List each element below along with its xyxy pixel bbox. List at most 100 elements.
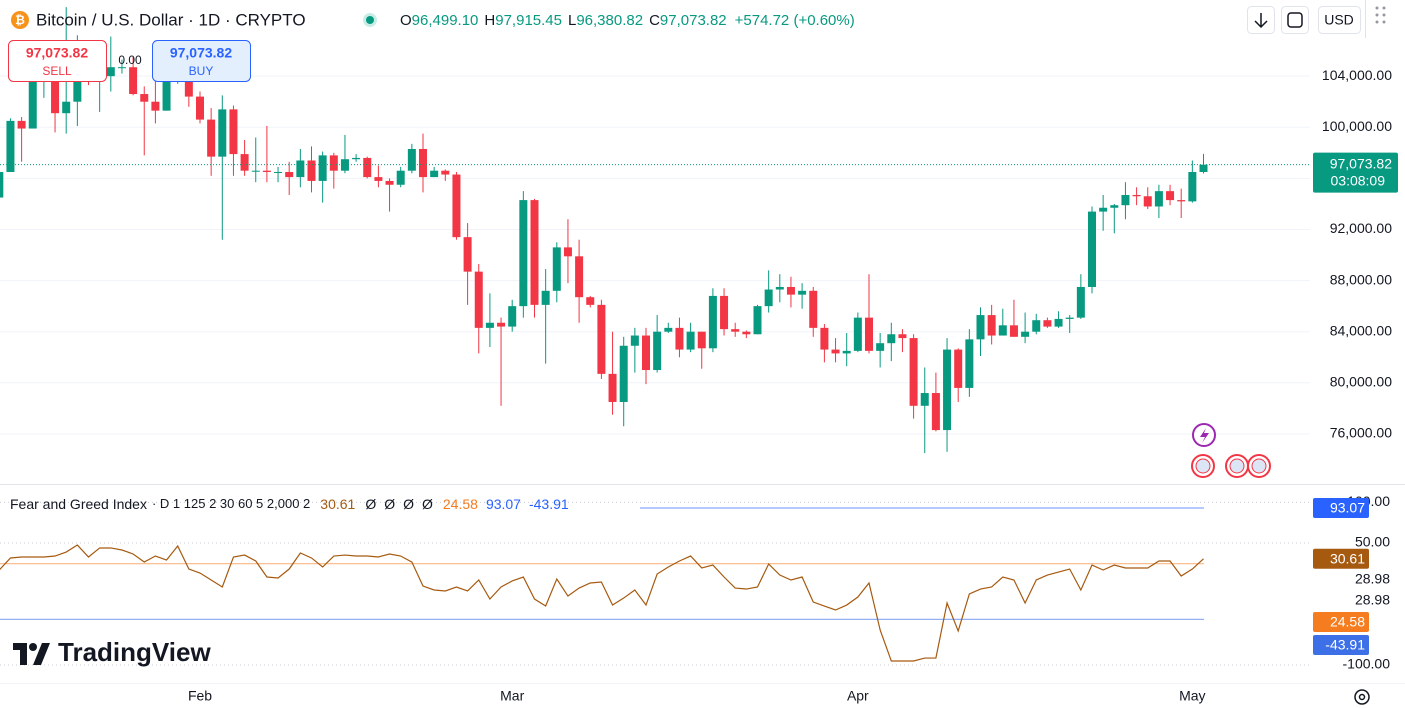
value-tag <box>1313 612 1369 632</box>
download-button[interactable] <box>1247 6 1275 34</box>
market-status-dot[interactable] <box>366 16 374 24</box>
settings-button[interactable] <box>1354 689 1370 705</box>
candle-body <box>485 322 494 328</box>
candle-body <box>6 120 15 172</box>
candle-body <box>686 331 695 350</box>
ohlc-value: 96,380.82 <box>576 12 643 29</box>
candle-body <box>1076 286 1085 318</box>
candle-body <box>196 96 204 120</box>
ohlc-value: 96,499.10 <box>412 12 479 29</box>
candle-body <box>1177 200 1186 202</box>
candle-body <box>441 170 450 175</box>
candle-body <box>318 155 327 181</box>
more-menu[interactable] <box>1375 6 1386 24</box>
candle-body <box>820 327 829 350</box>
candle-body <box>887 334 896 344</box>
bitcoin-icon <box>11 11 29 29</box>
candle-body <box>653 331 662 371</box>
ohlc-values: O96,499.10 H97,915.45 L96,380.82 C97,073.82… <box>400 12 855 29</box>
candle-body <box>140 94 149 102</box>
candle-body <box>474 271 483 328</box>
candle-body <box>251 170 260 172</box>
value-tag-label: 30.61 <box>1330 550 1365 566</box>
indicator-placeholder: Ø <box>384 496 395 512</box>
candle-body <box>708 295 717 349</box>
sell-button[interactable]: 97,073.82 SELL <box>8 40 107 82</box>
sell-price: 97,073.82 <box>26 45 88 61</box>
candle-body <box>1143 196 1152 207</box>
candle-body <box>642 335 650 371</box>
candle-body <box>575 256 584 298</box>
candle-body <box>619 345 628 402</box>
candle-body <box>1032 320 1041 332</box>
candle-body <box>764 289 773 307</box>
value-tag <box>1313 635 1369 655</box>
candle-body <box>954 349 963 388</box>
candle-body <box>407 148 416 171</box>
candle-body <box>430 170 439 178</box>
candle-body <box>519 200 528 307</box>
menu-dot <box>1382 6 1386 10</box>
candle-body <box>1009 325 1018 337</box>
indicator-legend[interactable]: Fear and Greed Index · D 1 125 2 30 60 5 … <box>10 496 569 512</box>
indicator-value: -43.91 <box>529 496 569 512</box>
candle-body <box>541 290 550 305</box>
candle-body <box>1121 194 1130 206</box>
candle-body <box>419 148 427 178</box>
indicator-value: 24.58 <box>443 496 478 512</box>
menu-dot <box>1375 6 1379 10</box>
candle-body <box>920 393 929 406</box>
candle-body <box>1088 211 1096 287</box>
settings-icon <box>1358 693 1366 701</box>
symbol-title[interactable]: Bitcoin / U.S. Dollar · 1D · CRYPTO <box>36 10 306 29</box>
candle-body <box>0 171 4 198</box>
indicator-title: Fear and Greed Index <box>10 496 147 512</box>
candle-body <box>285 171 294 178</box>
y-tick-label: 100,000.00 <box>1322 118 1392 134</box>
candle-body <box>809 290 818 328</box>
candle-body <box>976 315 985 340</box>
logo-shape <box>13 643 27 665</box>
x-tick-label: Apr <box>847 688 869 704</box>
screenshot-icon <box>1287 12 1303 28</box>
candle-body <box>965 339 974 388</box>
bitcoin-icon-glyph: ₿ <box>15 13 25 27</box>
candle-body <box>129 67 138 95</box>
value-tag-label: -43.91 <box>1325 637 1365 653</box>
candle-body <box>876 343 885 351</box>
menu-dot <box>1382 13 1386 17</box>
candle-body <box>1021 331 1030 337</box>
candle-body <box>106 67 115 77</box>
indicator-placeholder: Ø <box>403 496 414 512</box>
candle-body <box>898 334 907 339</box>
logo-shape <box>33 643 50 665</box>
brand-name: TradingView <box>58 637 211 667</box>
ohlc-key: O <box>400 12 412 29</box>
candle-body <box>1188 171 1197 202</box>
candle-body <box>452 174 461 238</box>
candle-body <box>340 159 349 171</box>
indicator-placeholder: Ø <box>422 496 433 512</box>
candle-body <box>1166 191 1175 201</box>
currency-button[interactable]: USD <box>1318 6 1361 34</box>
candle-body <box>931 393 940 431</box>
event-icon-glyph <box>1200 428 1209 443</box>
y-tick-label: 88,000.00 <box>1330 271 1392 287</box>
candle-body <box>1154 191 1163 207</box>
candle-body <box>998 325 1007 336</box>
screenshot-button[interactable] <box>1281 6 1309 34</box>
value-tag <box>1313 548 1369 569</box>
buy-button[interactable]: 97,073.82 BUY <box>152 40 251 82</box>
scale-label: 28.98 <box>1355 571 1390 587</box>
menu-dot <box>1375 20 1379 24</box>
candle-body <box>218 109 227 157</box>
ohlc-key: C <box>649 12 660 29</box>
scale-label: 28.98 <box>1355 592 1390 608</box>
candle-body <box>240 154 249 171</box>
candle-body <box>28 74 37 129</box>
candle-body <box>831 349 840 354</box>
value-tag-label: 93.07 <box>1330 500 1365 516</box>
